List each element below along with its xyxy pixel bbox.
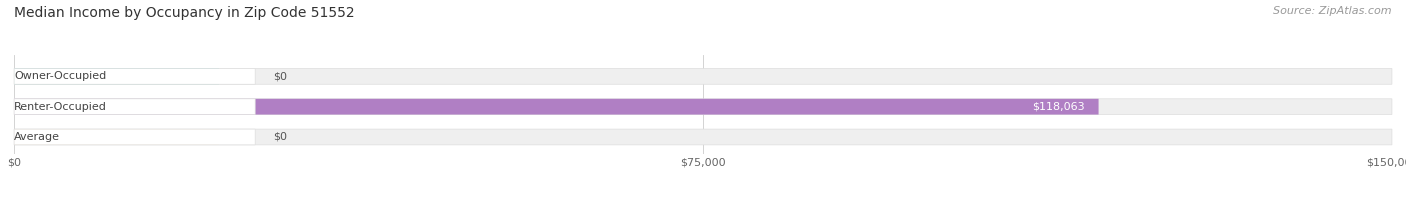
- FancyBboxPatch shape: [14, 129, 219, 145]
- FancyBboxPatch shape: [14, 69, 1392, 84]
- FancyBboxPatch shape: [14, 99, 256, 115]
- FancyBboxPatch shape: [14, 129, 256, 145]
- FancyBboxPatch shape: [14, 69, 219, 84]
- Text: $118,063: $118,063: [1032, 102, 1085, 112]
- Text: Owner-Occupied: Owner-Occupied: [14, 71, 107, 81]
- Text: Median Income by Occupancy in Zip Code 51552: Median Income by Occupancy in Zip Code 5…: [14, 6, 354, 20]
- Text: Source: ZipAtlas.com: Source: ZipAtlas.com: [1274, 6, 1392, 16]
- Text: $0: $0: [274, 132, 288, 142]
- FancyBboxPatch shape: [14, 129, 1392, 145]
- FancyBboxPatch shape: [14, 99, 1392, 115]
- Text: $0: $0: [274, 71, 288, 81]
- FancyBboxPatch shape: [14, 69, 256, 84]
- Text: Average: Average: [14, 132, 60, 142]
- FancyBboxPatch shape: [14, 99, 1098, 115]
- Text: Renter-Occupied: Renter-Occupied: [14, 102, 107, 112]
